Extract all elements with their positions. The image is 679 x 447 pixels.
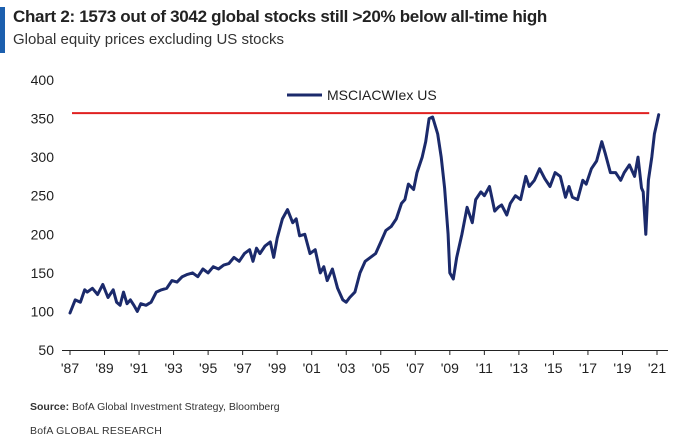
y-tick-label: 200 <box>31 226 55 242</box>
y-axis-ticks: 50 100 150 200 250 300 350 400 <box>31 72 55 358</box>
x-tick-label: '93 <box>164 360 182 376</box>
brand-footer: BofA GLOBAL RESEARCH <box>30 425 162 437</box>
x-tick-label: '01 <box>303 360 321 376</box>
x-tick-label: '89 <box>95 360 113 376</box>
chart-legend: MSCIACWIex US <box>287 87 437 103</box>
x-tick-label: '11 <box>476 360 493 376</box>
y-tick-label: 300 <box>31 149 55 165</box>
y-tick-label: 350 <box>31 111 55 127</box>
x-tick-label: '19 <box>613 360 631 376</box>
source-label: Source: <box>30 401 70 413</box>
y-tick-label: 50 <box>38 342 54 358</box>
x-tick-label: '95 <box>199 360 217 376</box>
x-tick-label: '87 <box>61 360 79 376</box>
chart-subtitle: Global equity prices excluding US stocks <box>13 31 284 48</box>
y-tick-label: 150 <box>31 265 55 281</box>
x-tick-label: '99 <box>268 360 286 376</box>
x-tick-label: '15 <box>544 360 562 376</box>
y-tick-label: 400 <box>31 72 55 88</box>
x-tick-label: '07 <box>406 360 424 376</box>
title-accent-bar <box>0 7 5 53</box>
x-tick-label: '05 <box>372 360 390 376</box>
y-tick-label: 250 <box>31 188 55 204</box>
series-line-msciacwiex-us <box>68 113 661 315</box>
x-tick-label: '03 <box>337 360 355 376</box>
legend-label: MSCIACWIex US <box>327 87 437 103</box>
y-tick-label: 100 <box>31 303 55 319</box>
x-tick-label: '97 <box>234 360 252 376</box>
x-tick-label: '09 <box>441 360 459 376</box>
x-tick-label: '21 <box>648 360 666 376</box>
source-note: Source: BofA Global Investment Strategy,… <box>30 401 280 413</box>
x-tick-label: '13 <box>510 360 528 376</box>
chart-title: Chart 2: 1573 out of 3042 global stocks … <box>13 7 548 26</box>
x-tick-label: '91 <box>130 360 148 376</box>
x-tick-label: '17 <box>579 360 597 376</box>
x-axis: '87 '89 '91 '93 '95 '97 '99 '01 '03 '05 '07 '09 '11 '… <box>61 350 668 376</box>
source-text: BofA Global Investment Strategy, Bloombe… <box>72 401 280 413</box>
